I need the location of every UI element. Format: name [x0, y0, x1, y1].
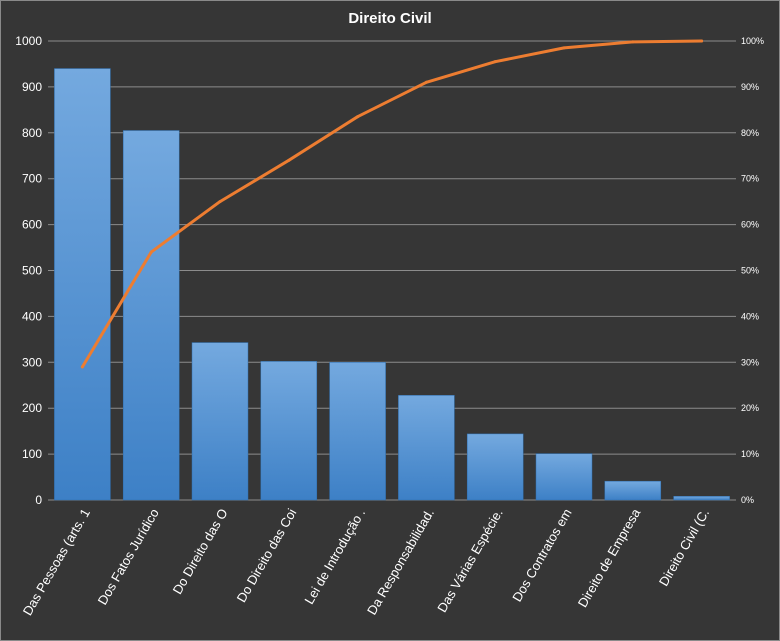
- line-point: [356, 115, 360, 119]
- line-point: [149, 250, 153, 254]
- y-tick-label: 500: [22, 264, 42, 278]
- bar: [191, 342, 249, 501]
- bar: [673, 496, 730, 501]
- y-tick-label: 1000: [15, 34, 42, 48]
- y2-tick-label: 50%: [741, 266, 759, 276]
- line-point: [80, 365, 84, 369]
- line-point: [700, 39, 704, 43]
- y-tick-label: 800: [22, 126, 42, 140]
- line-point: [424, 80, 428, 84]
- y2-tick-label: 10%: [741, 449, 759, 459]
- x-tick-label: Direito Civil (C.: [656, 506, 712, 589]
- line-point: [493, 60, 497, 64]
- y-tick-label: 400: [22, 309, 42, 323]
- y2-tick-label: 30%: [741, 357, 759, 367]
- line-point: [287, 158, 291, 162]
- y2-tick-label: 60%: [741, 220, 759, 230]
- y2-tick-label: 0%: [741, 495, 754, 505]
- y2-tick-label: 40%: [741, 311, 759, 321]
- cumulative-line-series: [80, 39, 704, 369]
- y-tick-label: 600: [22, 218, 42, 232]
- bar: [122, 130, 180, 501]
- right-axis-ticks: 100% 90% 80% 70% 60% 50% 40% 30% 20% 10% 0%: [741, 36, 764, 505]
- x-tick-label: Das Pessoas (arts. 1: [20, 506, 93, 618]
- y2-tick-label: 80%: [741, 128, 759, 138]
- x-tick-label: Dos Fatos Jurídico: [95, 506, 162, 607]
- x-tick-label: Lei de Introdução .: [301, 506, 368, 607]
- y2-tick-label: 20%: [741, 403, 759, 413]
- x-tick-label: Das Várias Espécie.: [434, 506, 506, 615]
- y-tick-label: 100: [22, 447, 42, 461]
- y-tick-label: 200: [22, 401, 42, 415]
- x-tick-label: Dos Contratos em: [509, 506, 574, 604]
- line-point: [631, 40, 635, 44]
- y2-tick-label: 90%: [741, 82, 759, 92]
- bar-series: [54, 68, 730, 501]
- x-tick-label: Do Direito das Coi: [234, 506, 300, 605]
- bar: [398, 395, 455, 501]
- y-tick-label: 300: [22, 355, 42, 369]
- bar: [329, 362, 386, 501]
- y-tick-label: 900: [22, 80, 42, 94]
- line-point: [218, 200, 222, 204]
- cumulative-percent-line: [80, 39, 704, 369]
- category-labels: Das Pessoas (arts. 1 Dos Fatos Jurídico Do…: [20, 505, 713, 618]
- y2-tick-label: 70%: [741, 174, 759, 184]
- chart-title: Direito Civil: [348, 10, 431, 27]
- bar: [466, 433, 524, 501]
- bar: [260, 361, 318, 501]
- x-tick-label: Do Direito das O: [170, 506, 231, 597]
- bar: [604, 480, 662, 501]
- bar: [535, 453, 593, 501]
- x-tick-label: Da Responsabilidad.: [364, 506, 437, 617]
- y-tick-label: 700: [22, 172, 42, 186]
- bar: [54, 68, 111, 501]
- x-tick-label: Direito de Empresa: [575, 505, 644, 610]
- y-tick-label: 0: [35, 493, 42, 507]
- line-point: [562, 46, 566, 50]
- y2-tick-label: 100%: [741, 36, 764, 46]
